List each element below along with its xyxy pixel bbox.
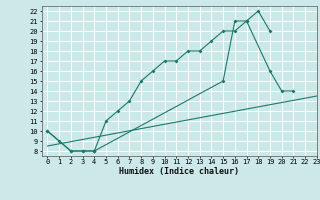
X-axis label: Humidex (Indice chaleur): Humidex (Indice chaleur) xyxy=(119,167,239,176)
